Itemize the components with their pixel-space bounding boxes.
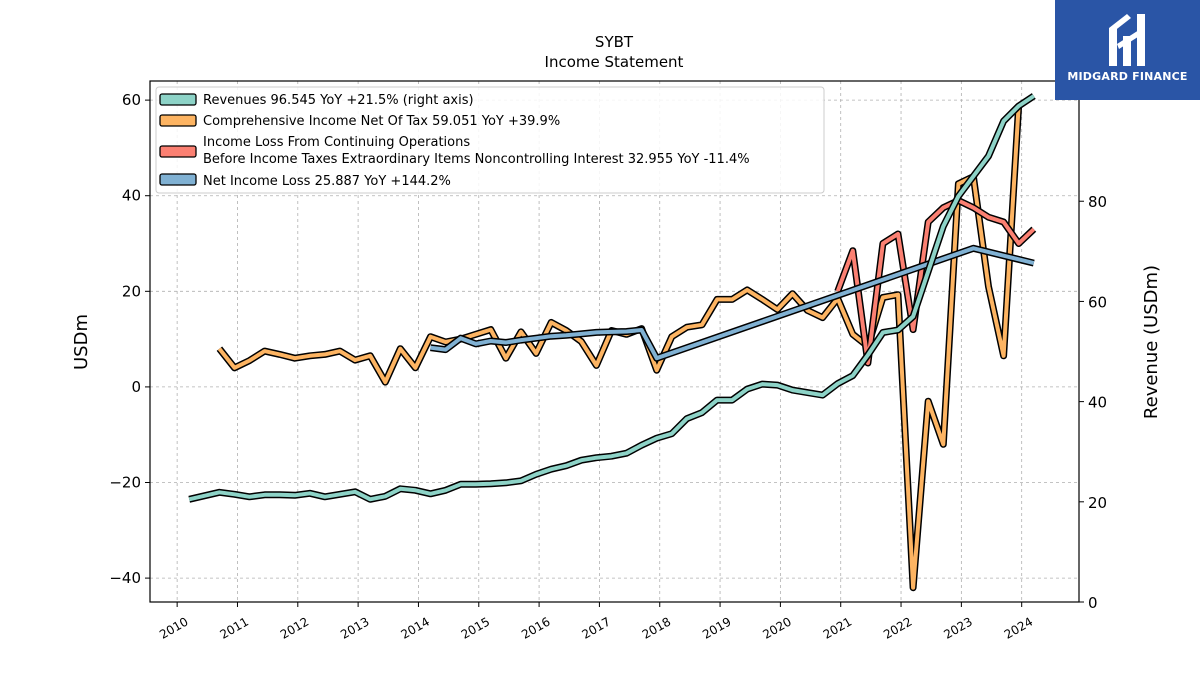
legend-box: [155, 86, 825, 194]
legend-pretax-line2: Before Income Taxes Extraordinary Items …: [203, 152, 750, 167]
series-pretax: [834, 197, 1037, 367]
x-tick-label: 2021: [821, 614, 854, 641]
x-tick-label: 2015: [459, 614, 492, 641]
legend-comprehensive: Comprehensive Income Net Of Tax 59.051 Y…: [203, 114, 560, 129]
y-tick-label: 0: [131, 378, 141, 396]
left-axis: −40 −20 0 20 40 60: [109, 91, 150, 587]
y-tick-label: 60: [122, 91, 141, 109]
chart-subtitle: Income Statement: [545, 53, 684, 71]
legend: Revenues 96.545 YoY +21.5% (right axis) …: [155, 86, 825, 194]
brand-logo: MIDGARD FINANCE: [1055, 0, 1200, 100]
legend-swatch-revenues: [159, 93, 197, 106]
y2-tick-label: 80: [1088, 193, 1107, 211]
y2-tick-label: 60: [1088, 293, 1107, 311]
series-revenues: [188, 93, 1036, 503]
series-layer: [188, 93, 1037, 592]
brand-name: MIDGARD FINANCE: [1067, 70, 1188, 83]
y2-tick-label: 0: [1088, 594, 1098, 612]
right-axis: 0 20 40 60 80: [1079, 193, 1107, 612]
series-revenues-line: [188, 94, 1035, 502]
legend-revenues: Revenues 96.545 YoY +21.5% (right axis): [203, 93, 474, 108]
x-tick-label: 2014: [398, 614, 431, 641]
x-tick-label: 2010: [157, 614, 190, 641]
x-tick-label: 2024: [1002, 614, 1035, 641]
x-tick-label: 2017: [579, 614, 612, 641]
midgard-logo-icon: [1109, 14, 1145, 66]
x-tick-label: 2012: [278, 614, 311, 641]
y-tick-label: −40: [109, 569, 141, 587]
plot-frame: [149, 80, 1080, 603]
x-tick-label: 2018: [640, 614, 673, 641]
x-tick-label: 2020: [760, 614, 793, 641]
legend-swatch-comprehensive: [159, 114, 197, 127]
y-tick-label: 20: [122, 282, 141, 300]
legend-pretax-line1: Income Loss From Continuing Operations: [203, 135, 470, 150]
series-net_income: [430, 244, 1035, 362]
x-tick-label: 2016: [519, 614, 552, 641]
y-axis-label: USDm: [71, 314, 92, 370]
y-tick-label: 40: [122, 187, 141, 205]
x-axis: 2010 2011 2012 2013 2014 2015 2016 2017 2018 2019…: [157, 602, 1035, 642]
x-tick-label: 2013: [338, 614, 371, 641]
x-tick-label: 2022: [881, 614, 914, 641]
chart-title: SYBT: [595, 33, 634, 51]
legend-net-income: Net Income Loss 25.887 YoY +144.2%: [203, 174, 451, 189]
series-pretax-line: [835, 198, 1036, 365]
x-tick-label: 2019: [700, 614, 733, 641]
series-net_income-line: [430, 246, 1035, 361]
legend-swatch-net-income: [159, 173, 197, 186]
y2-tick-label: 40: [1088, 394, 1107, 412]
x-tick-label: 2011: [218, 614, 251, 641]
y2-tick-label: 20: [1088, 494, 1107, 512]
x-tick-label: 2023: [941, 614, 974, 641]
y-tick-label: −20: [109, 474, 141, 492]
legend-swatch-pretax: [159, 145, 197, 158]
y2-axis-label: Revenue (USDm): [1141, 265, 1162, 419]
